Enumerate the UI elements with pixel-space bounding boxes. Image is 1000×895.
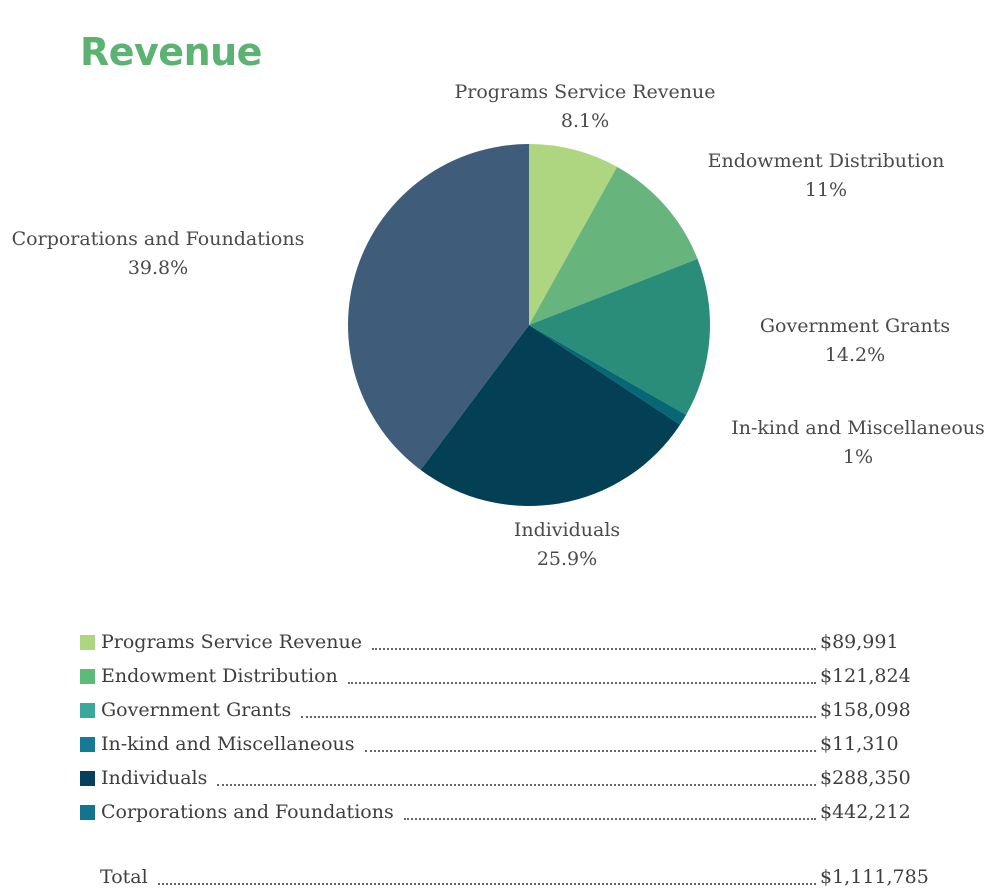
legend-swatch [80, 770, 95, 786]
page-title: Revenue [80, 30, 262, 74]
pie-slice-endowment-distribution [529, 166, 698, 325]
legend-value: $158,098 [820, 699, 911, 721]
total-row: Total $1,111,785 [100, 860, 929, 894]
total-value: $1,111,785 [820, 866, 929, 888]
slice-label-percent: 25.9% [536, 548, 598, 570]
leader-dots [347, 682, 816, 684]
slice-label-percent: 11% [804, 179, 848, 201]
pie-slice-government-grants [529, 258, 711, 415]
legend-row-government-grants: Government Grants $158,098 [80, 693, 920, 727]
slice-label-name: Endowment Distribution [707, 150, 945, 172]
slice-label-name: In-kind and Miscellaneous [731, 417, 985, 439]
legend-label: Individuals [101, 767, 208, 789]
legend: Programs Service Revenue $89,991 Endowme… [80, 625, 920, 829]
legend-value: $442,212 [820, 801, 911, 823]
legend-value: $288,350 [820, 767, 911, 789]
legend-label: Programs Service Revenue [101, 631, 363, 653]
legend-value: $11,310 [820, 733, 899, 755]
slice-label-government-grants: Government Grants 14.2% [760, 312, 950, 370]
slice-label-programs-service-revenue: Programs Service Revenue 8.1% [454, 78, 715, 136]
slice-label-percent: 8.1% [560, 110, 610, 132]
legend-label: In-kind and Miscellaneous [101, 733, 355, 755]
legend-value: $89,991 [820, 631, 899, 653]
leader-dots [372, 648, 816, 650]
slice-label-endowment-distribution: Endowment Distribution 11% [708, 147, 945, 205]
slice-label-name: Corporations and Foundations [11, 228, 305, 250]
legend-label: Corporations and Foundations [101, 801, 394, 823]
legend-swatch [80, 804, 95, 820]
legend-label: Endowment Distribution [101, 665, 338, 687]
slice-label-name: Government Grants [759, 315, 951, 337]
legend-row-programs-service-revenue: Programs Service Revenue $89,991 [80, 625, 920, 659]
legend-row-in-kind-and-miscellaneous: In-kind and Miscellaneous $11,310 [80, 727, 920, 761]
slice-label-individuals: Individuals 25.9% [514, 516, 620, 574]
slice-label-corporations-and-foundations: Corporations and Foundations 39.8% [12, 225, 305, 283]
slice-label-name: Individuals [513, 519, 621, 541]
legend-swatch [80, 736, 95, 752]
slice-label-name: Programs Service Revenue [454, 81, 716, 103]
pie-slice-programs-service-revenue [529, 143, 618, 325]
pie-slice-in-kind-and-miscellaneous [529, 325, 687, 425]
legend-row-endowment-distribution: Endowment Distribution $121,824 [80, 659, 920, 693]
slice-label-percent: 39.8% [127, 257, 189, 279]
legend-swatch [80, 634, 95, 650]
legend-row-individuals: Individuals $288,350 [80, 761, 920, 795]
slice-label-percent: 14.2% [824, 344, 886, 366]
leader-dots [364, 750, 816, 752]
slice-label-in-kind-and-miscellaneous: In-kind and Miscellaneous 1% [731, 414, 985, 472]
leader-dots [403, 818, 816, 820]
pie-slice-corporations-and-foundations [348, 144, 529, 470]
legend-swatch [80, 668, 95, 684]
pie-slice-individuals [420, 325, 681, 507]
legend-value: $121,824 [820, 665, 911, 687]
pie-chart [348, 143, 711, 507]
legend-label: Government Grants [101, 699, 292, 721]
leader-dots [301, 716, 816, 718]
total-label: Total [100, 866, 148, 888]
legend-row-corporations-and-foundations: Corporations and Foundations $442,212 [80, 795, 920, 829]
slice-label-percent: 1% [842, 446, 874, 468]
leader-dots [157, 883, 816, 885]
leader-dots [217, 784, 816, 786]
legend-swatch [80, 702, 95, 718]
